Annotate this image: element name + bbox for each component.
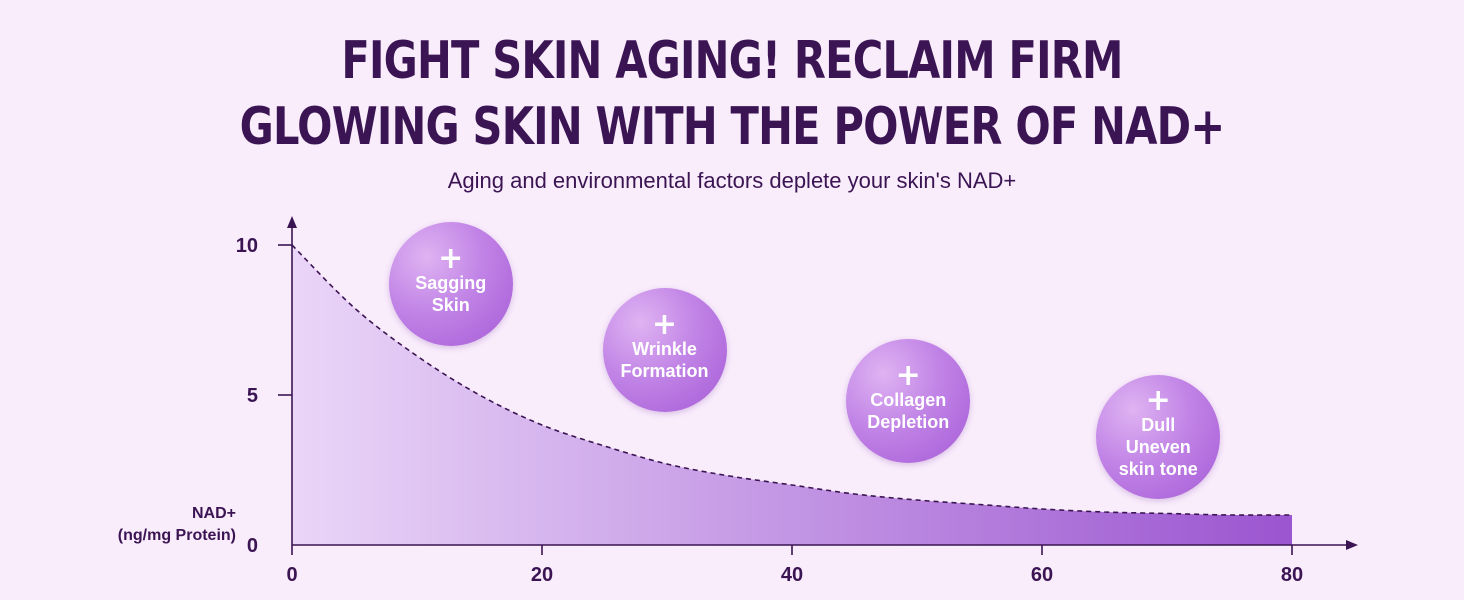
annotation-label: Sagging Skin xyxy=(415,273,487,315)
annotation-label: Dull Uneven skin tone xyxy=(1118,415,1198,479)
subtitle: Aging and environmental factors deplete … xyxy=(447,168,1017,193)
y-axis-label-line-1: NAD+ xyxy=(192,505,236,522)
x-tick-label: 80 xyxy=(1281,564,1303,586)
x-tick-label: 20 xyxy=(531,564,553,586)
nad-decline-curve xyxy=(291,244,1293,516)
annotation-bubble: + Sagging Skin xyxy=(388,222,513,346)
plus-icon: + xyxy=(1145,383,1171,418)
nad-area-fill xyxy=(292,245,1292,545)
plus-icon: + xyxy=(895,358,921,393)
plus-icon: + xyxy=(438,241,464,276)
plus-icon: + xyxy=(651,307,678,342)
y-axis-label-line-2: (ng/mg Protein) xyxy=(118,527,236,544)
x-tick-label: 40 xyxy=(781,564,803,586)
x-tick-label: 60 xyxy=(1031,564,1053,586)
annotation-bubble: + Collagen Depletion xyxy=(846,339,971,463)
y-tick-label: 10 xyxy=(236,235,258,257)
y-tick-label: 5 xyxy=(247,385,258,407)
annotation-bubble: + Dull Uneven skin tone xyxy=(1096,375,1221,499)
x-ticks: 0 20 40 60 80 xyxy=(286,545,1303,586)
headline-line-2: GLOWING SKIN WITH THE POWER OF NAD+ xyxy=(239,97,1226,157)
annotation-label: Collagen Depletion xyxy=(867,390,950,432)
headline-line-1: FIGHT SKIN AGING! RECLAIM FIRM xyxy=(341,31,1123,91)
annotation-label: Wrinkle Formation xyxy=(620,339,709,381)
y-tick-label: 0 xyxy=(247,535,258,557)
x-tick-label: 0 xyxy=(286,564,297,586)
y-axis-arrow-icon xyxy=(287,216,297,228)
y-ticks: 0 5 10 xyxy=(236,235,292,557)
x-axis-arrow-icon xyxy=(1346,540,1358,550)
annotation-bubble: + Wrinkle Formation xyxy=(602,288,727,412)
